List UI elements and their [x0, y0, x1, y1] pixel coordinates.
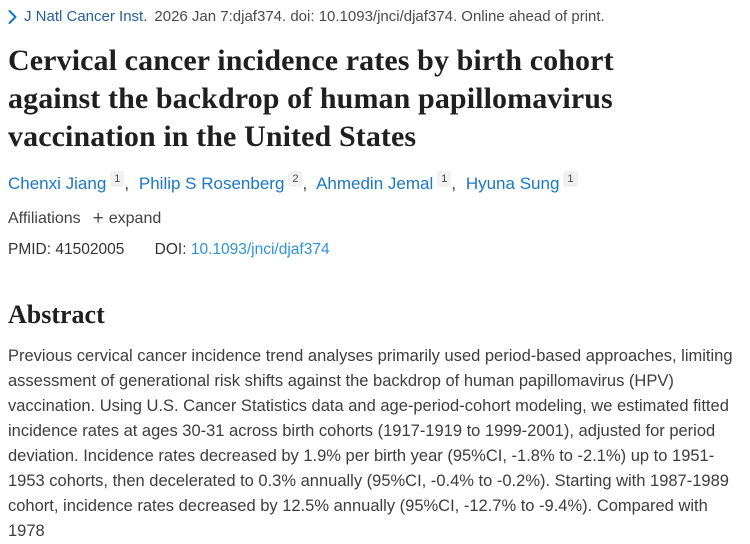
author: Ahmedin Jemal 1,: [316, 171, 461, 193]
author-link[interactable]: Ahmedin Jemal: [316, 174, 434, 193]
abstract-heading: Abstract: [8, 300, 105, 329]
citation-details: 2026 Jan 7:djaf374. doi: 10.1093/jnci/dj…: [154, 8, 605, 25]
pmid-value: 41502005: [55, 241, 125, 258]
author-affiliation-sup[interactable]: 1: [437, 171, 452, 187]
pmid-label: PMID:: [8, 241, 52, 258]
affiliations-expand-button[interactable]: + expand: [93, 209, 162, 228]
author-separator: ,: [302, 174, 308, 193]
affiliations-row: Affiliations + expand: [8, 209, 742, 228]
doi-label: DOI:: [154, 241, 187, 258]
affiliations-label: Affiliations: [8, 209, 81, 227]
author: Philip S Rosenberg 2,: [138, 171, 312, 193]
abstract-paragraph: Previous cervical cancer incidence trend…: [8, 347, 733, 540]
journal-link[interactable]: J Natl Cancer Inst.: [24, 8, 148, 25]
author-link[interactable]: Chenxi Jiang: [8, 174, 107, 193]
author-separator: ,: [124, 174, 130, 193]
author: Hyuna Sung 1: [465, 171, 583, 193]
author: Chenxi Jiang 1,: [8, 171, 134, 193]
identifiers-row: PMID: 41502005 DOI: 10.1093/jnci/djaf374: [8, 241, 742, 259]
journal-citation: J Natl Cancer Inst. 2026 Jan 7:djaf374. …: [8, 8, 742, 25]
author-affiliation-sup[interactable]: 1: [110, 171, 125, 187]
plus-icon: +: [92, 208, 104, 229]
expand-label: expand: [108, 209, 162, 227]
authors-list: Chenxi Jiang 1, Philip S Rosenberg 2, Ahme…: [8, 171, 742, 194]
article-title: Cervical cancer incidence rates by birth…: [8, 44, 614, 153]
author-link[interactable]: Philip S Rosenberg: [138, 174, 285, 193]
doi-link[interactable]: 10.1093/jnci/djaf374: [190, 241, 330, 258]
author-affiliation-sup[interactable]: 1: [563, 171, 578, 187]
author-affiliation-sup[interactable]: 2: [288, 171, 303, 187]
chevron-right-icon[interactable]: [8, 9, 17, 24]
author-link[interactable]: Hyuna Sung: [465, 174, 560, 193]
author-separator: ,: [451, 174, 457, 193]
